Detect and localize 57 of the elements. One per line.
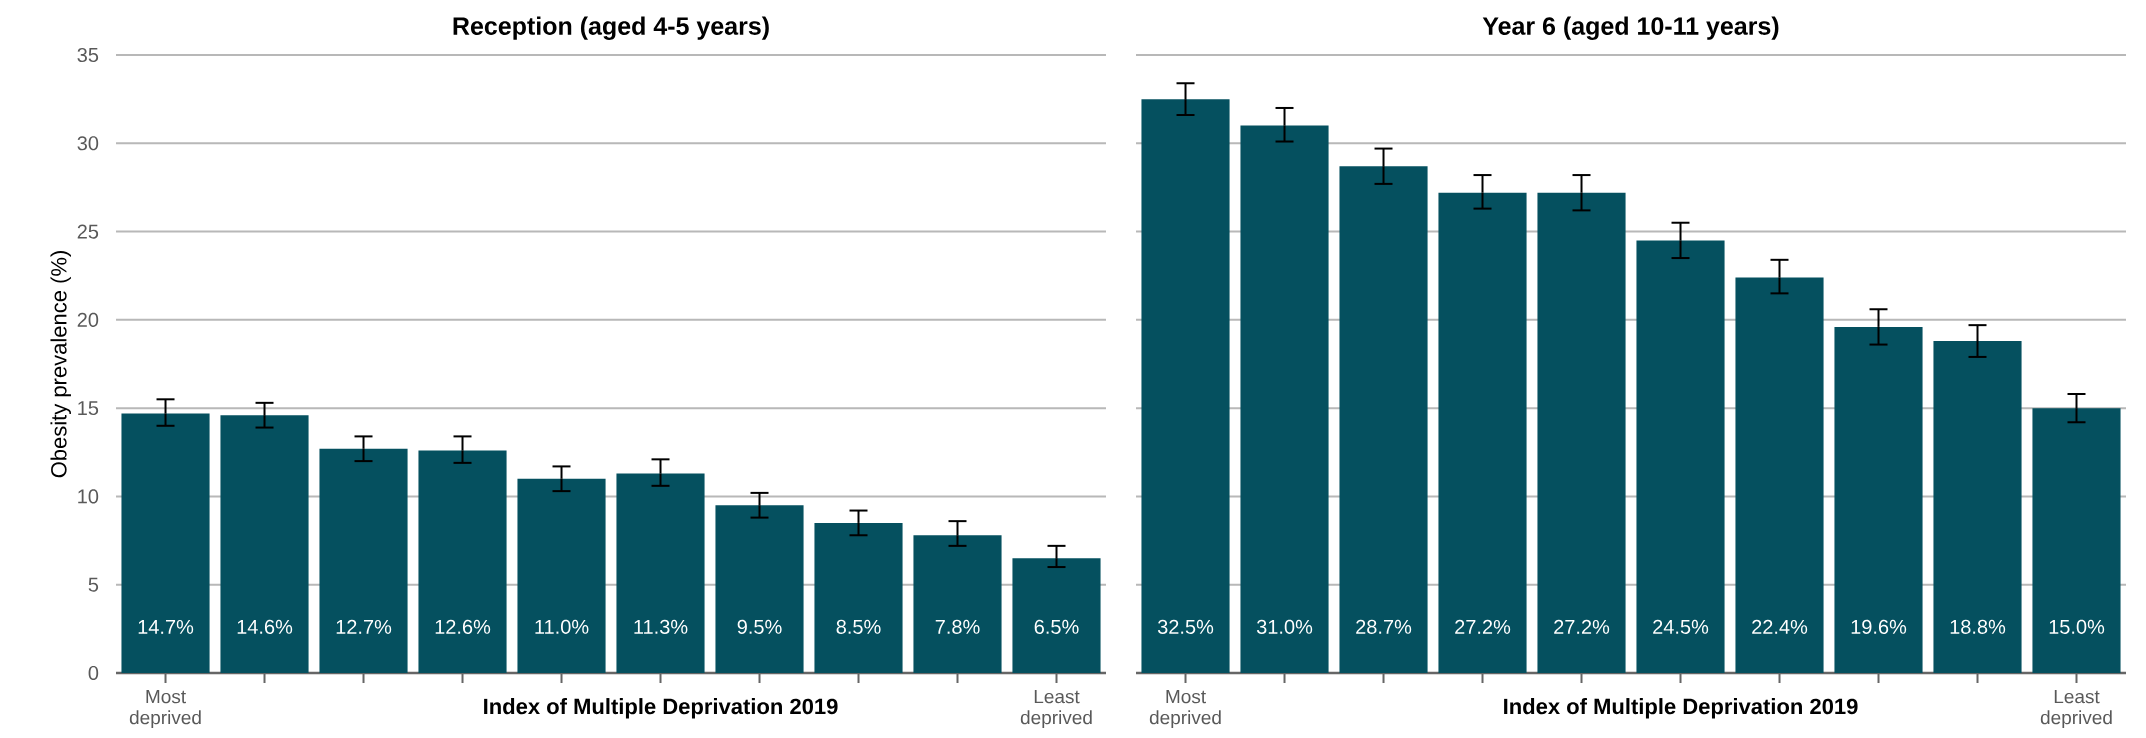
bar (1141, 99, 1230, 673)
y-tick-label: 30 (77, 136, 99, 151)
data-label: 24.5% (1653, 619, 1709, 634)
data-label: 15.0% (2049, 619, 2105, 634)
x-axis-title: Index of Multiple Deprivation 2019 (1504, 698, 1858, 719)
bar (1438, 192, 1527, 673)
bar (1933, 341, 2022, 673)
y-axis-title: Obesity prevalence (%) (50, 251, 71, 478)
data-label: 11.3% (634, 619, 688, 634)
x-axis-title: Index of Multiple Deprivation 2019 (484, 698, 838, 719)
data-label: 14.7% (138, 619, 194, 634)
data-label: 12.6% (435, 619, 491, 634)
bar (1339, 166, 1428, 673)
data-label: 28.7% (1356, 619, 1412, 634)
bar (1636, 240, 1725, 673)
data-label: 27.2% (1455, 619, 1511, 634)
bar (616, 473, 705, 673)
bar (1012, 558, 1101, 673)
y-tick-label: 10 (78, 489, 99, 504)
bar (1240, 125, 1329, 673)
chart-title: Year 6 (aged 10-11 years) (1482, 16, 1779, 40)
bar (121, 413, 210, 673)
data-label: 18.8% (1950, 619, 2006, 634)
bar (418, 450, 507, 673)
data-label: 6.5% (1034, 619, 1079, 634)
chart-title: Reception (aged 4-5 years) (453, 16, 769, 40)
y-tick-label: 0 (88, 665, 99, 681)
x-tick-label: Most deprived (1149, 690, 1221, 729)
bar (2032, 408, 2121, 673)
x-tick-label: Least deprived (2040, 690, 2112, 729)
data-label: 8.5% (836, 619, 881, 634)
x-tick-label: Least deprived (1020, 690, 1092, 729)
y-tick-label: 15 (78, 401, 99, 416)
data-label: 19.6% (1851, 619, 1907, 634)
data-label: 27.2% (1554, 619, 1610, 634)
data-label: 31.0% (1256, 619, 1313, 634)
x-tick-label: Most deprived (129, 690, 201, 729)
y-tick-label: 35 (77, 47, 99, 63)
bar (715, 505, 804, 673)
data-label: 9.5% (737, 619, 782, 634)
bar (319, 448, 408, 673)
data-label: 11.0% (535, 619, 589, 634)
data-label: 12.7% (336, 619, 392, 634)
data-label: 32.5% (1157, 619, 1214, 634)
bar (220, 415, 309, 673)
bar (913, 535, 1002, 673)
bar (814, 522, 903, 673)
bar (517, 478, 606, 673)
data-label: 7.8% (935, 619, 980, 634)
bar (1735, 277, 1824, 673)
data-label: 14.6% (237, 619, 293, 634)
bar (1834, 326, 1923, 673)
y-tick-label: 5 (88, 577, 99, 592)
data-label: 22.4% (1752, 619, 1808, 634)
bar (1537, 192, 1626, 673)
y-tick-label: 25 (77, 224, 99, 239)
y-tick-label: 20 (77, 312, 99, 327)
